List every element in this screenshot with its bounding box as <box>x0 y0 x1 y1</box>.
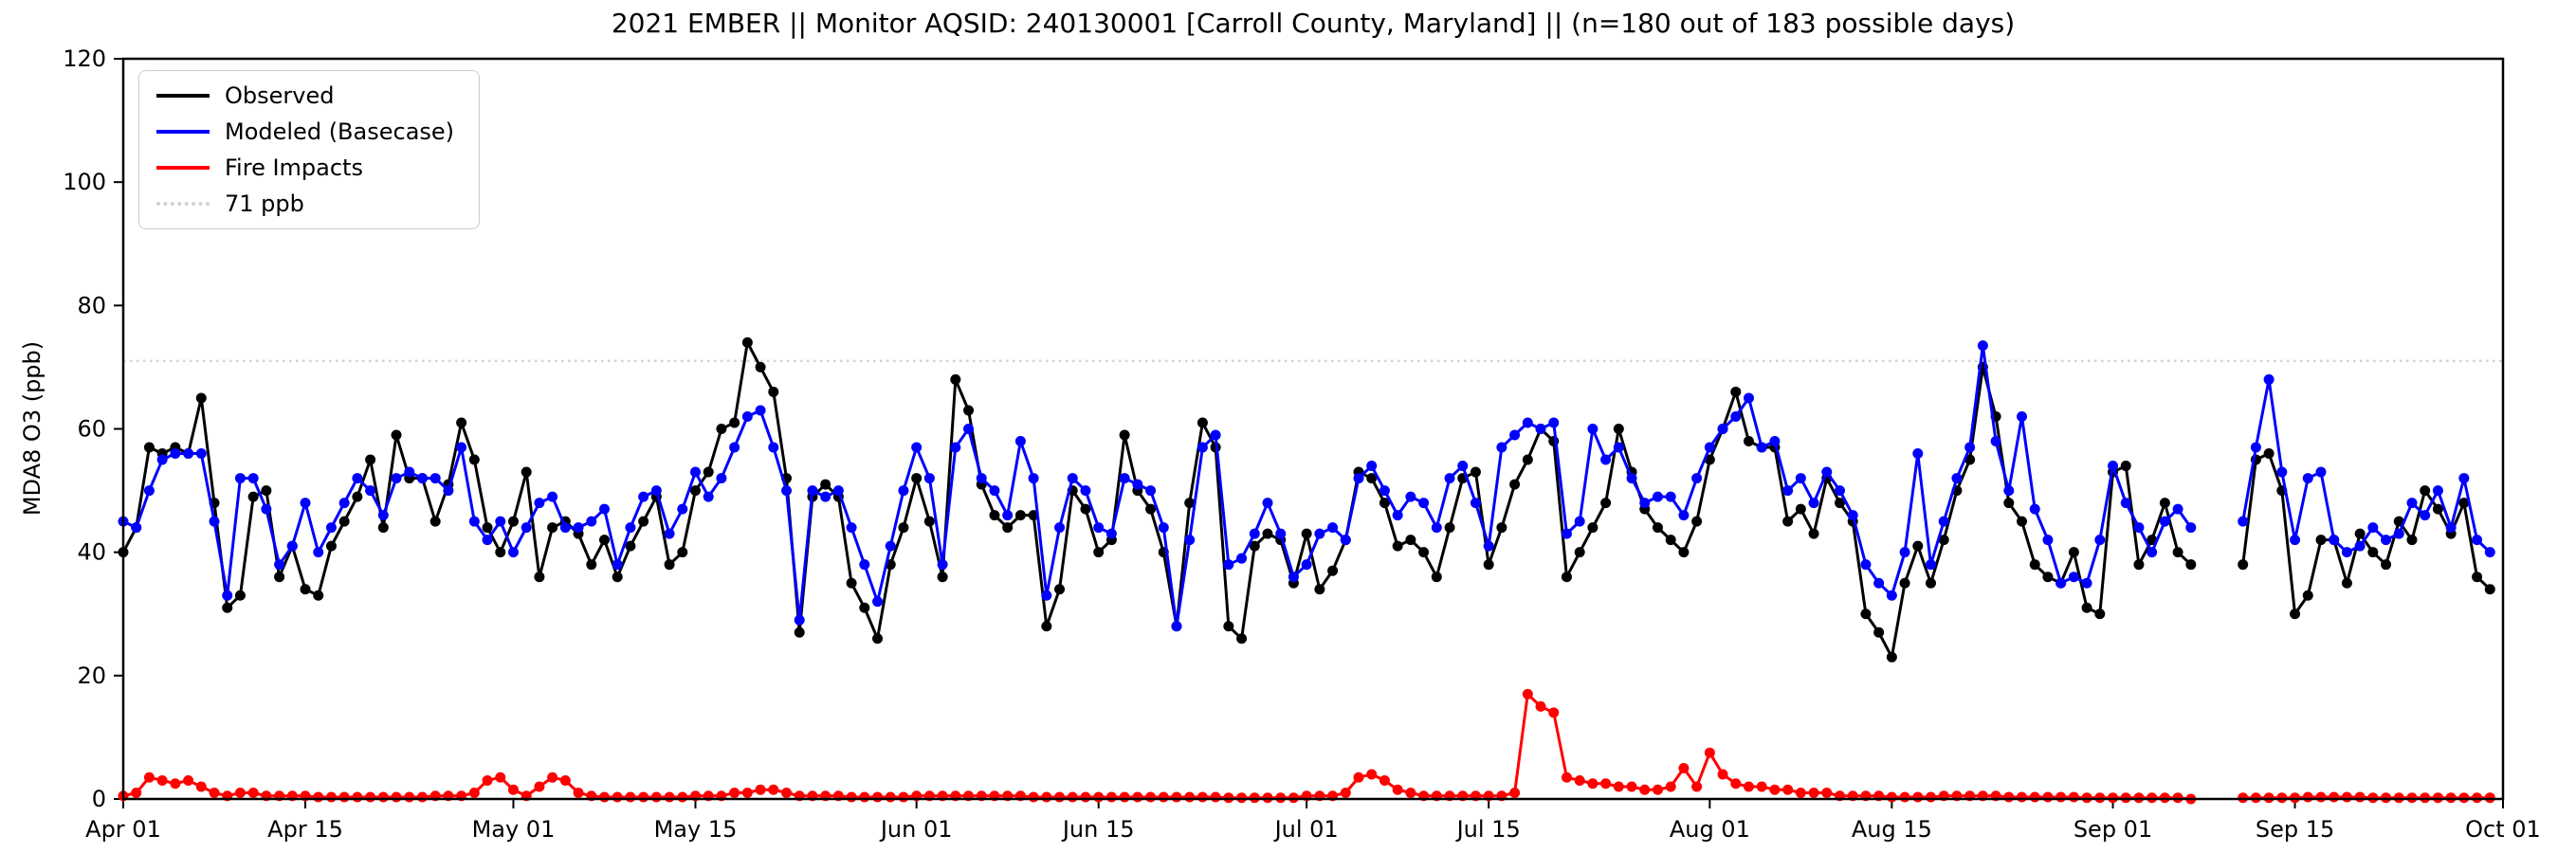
chart-title: 2021 EMBER || Monitor AQSID: 240130001 [… <box>611 8 2016 39</box>
svg-text:Sep 15: Sep 15 <box>2256 816 2334 843</box>
svg-text:0: 0 <box>92 786 106 812</box>
legend-item-modeled: Modeled (Basecase) <box>156 120 454 143</box>
svg-text:Jul 01: Jul 01 <box>1273 816 1339 843</box>
svg-text:20: 20 <box>77 662 106 689</box>
svg-text:Apr 01: Apr 01 <box>85 816 161 843</box>
legend: Observed Modeled (Basecase) Fire Impacts… <box>138 70 481 229</box>
svg-text:60: 60 <box>77 416 106 443</box>
svg-text:Jul 15: Jul 15 <box>1455 816 1521 843</box>
legend-item-fire: Fire Impacts <box>156 156 454 179</box>
modeled-line-icon <box>156 130 210 134</box>
svg-text:120: 120 <box>63 45 106 72</box>
svg-text:Sep 01: Sep 01 <box>2074 816 2152 843</box>
observed-line-icon <box>156 94 210 98</box>
svg-text:Jun 01: Jun 01 <box>879 816 953 843</box>
svg-text:May 15: May 15 <box>654 816 738 843</box>
legend-item-threshold: 71 ppb <box>156 192 454 215</box>
legend-label-threshold: 71 ppb <box>225 191 304 217</box>
svg-text:Oct 01: Oct 01 <box>2465 816 2541 843</box>
svg-text:Aug 15: Aug 15 <box>1852 816 1932 843</box>
svg-text:Aug 01: Aug 01 <box>1670 816 1750 843</box>
svg-text:40: 40 <box>77 539 106 566</box>
svg-text:80: 80 <box>77 292 106 318</box>
legend-label-fire: Fire Impacts <box>225 154 363 181</box>
legend-label-observed: Observed <box>225 82 335 109</box>
threshold-line-icon <box>156 202 210 206</box>
fire-line-icon <box>156 166 210 170</box>
legend-label-modeled: Modeled (Basecase) <box>225 118 455 145</box>
svg-text:Jun 15: Jun 15 <box>1061 816 1135 843</box>
svg-text:Apr 15: Apr 15 <box>267 816 343 843</box>
svg-text:May 01: May 01 <box>472 816 556 843</box>
svg-text:100: 100 <box>63 169 106 195</box>
legend-item-observed: Observed <box>156 84 454 107</box>
